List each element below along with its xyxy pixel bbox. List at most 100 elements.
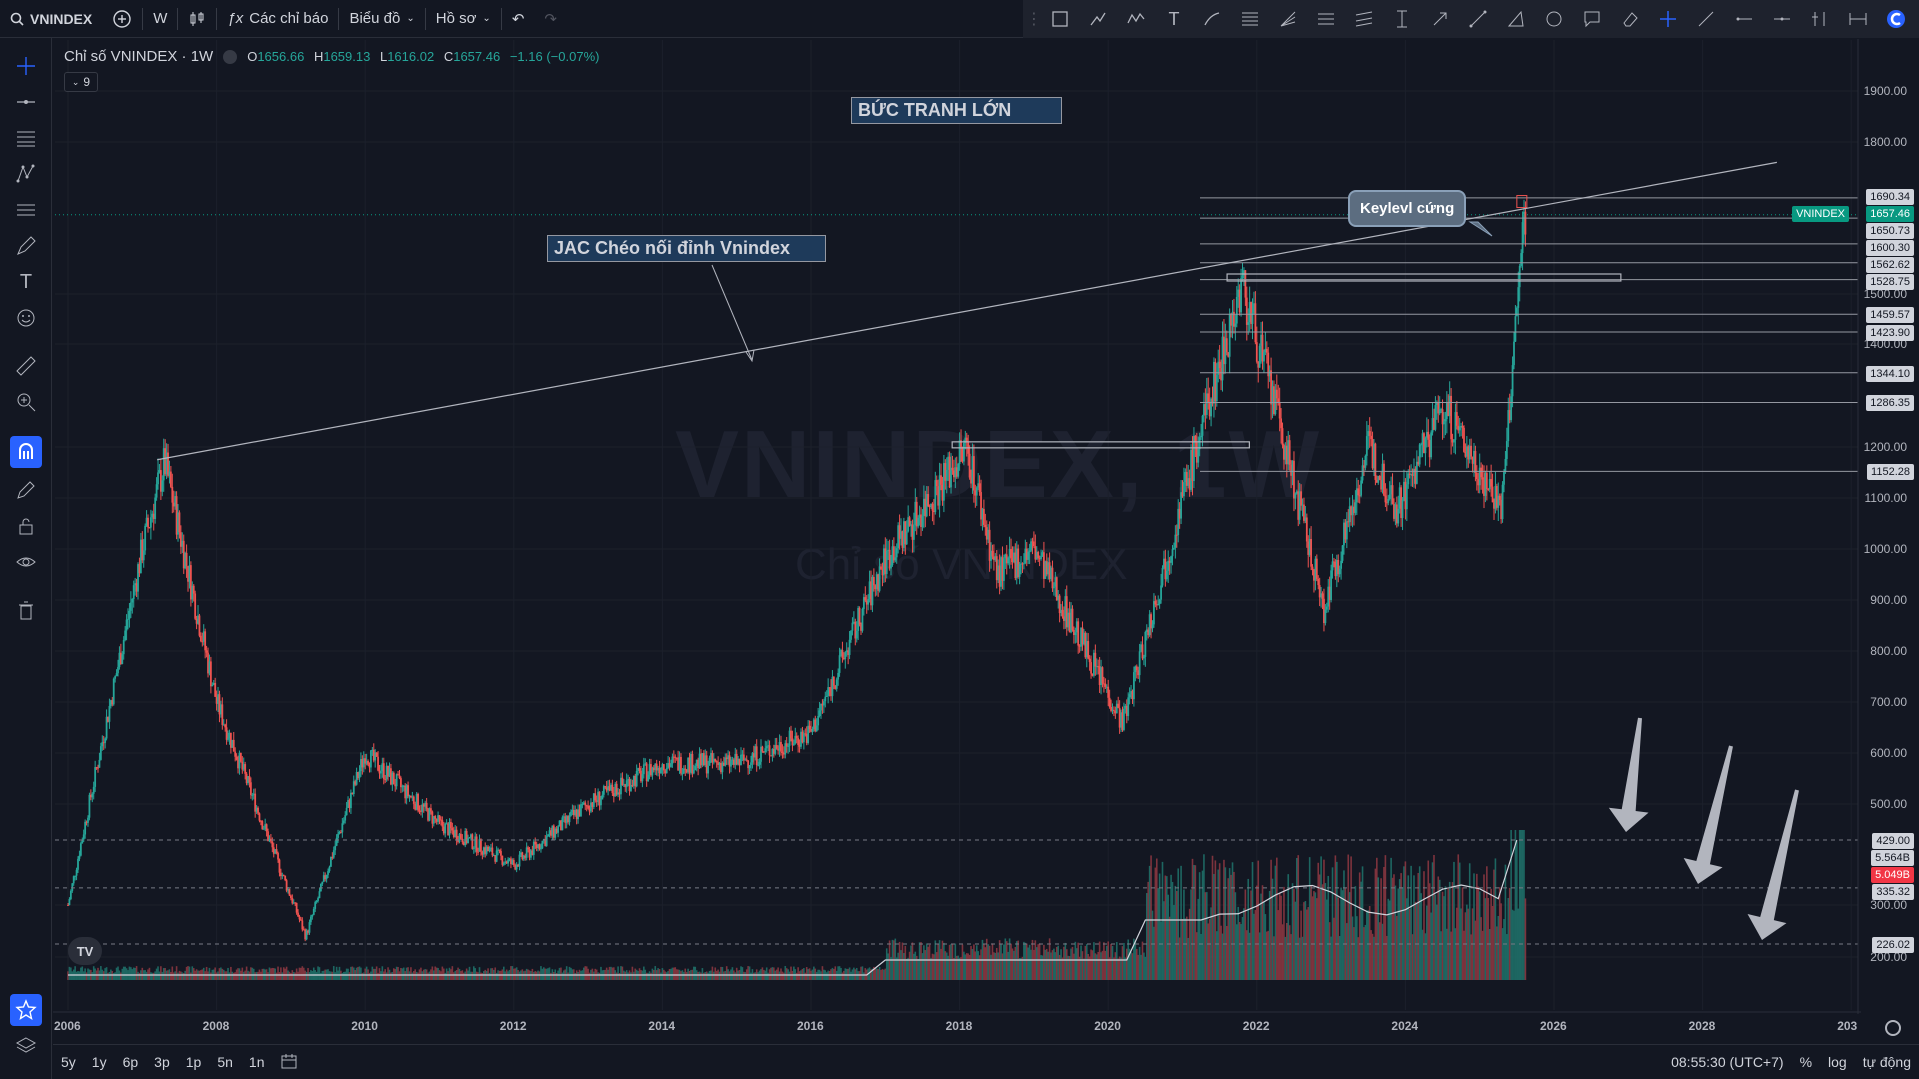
- candle-body: [851, 622, 854, 631]
- hide-drawings-tool[interactable]: [10, 546, 42, 578]
- volume-bar: [1331, 867, 1334, 980]
- range-button-1p[interactable]: 1p: [185, 1054, 202, 1070]
- candle-body: [1284, 445, 1287, 460]
- candle-body: [880, 566, 882, 570]
- price-tick: 300.00: [1870, 898, 1907, 912]
- interval-button[interactable]: W: [153, 10, 168, 27]
- range-button-5y[interactable]: 5y: [61, 1054, 76, 1070]
- callout-tool[interactable]: [1573, 0, 1611, 38]
- main-chart[interactable]: [53, 39, 1861, 1014]
- log-toggle[interactable]: log: [1828, 1054, 1847, 1070]
- date-range-tool[interactable]: [1383, 0, 1421, 38]
- auto-scale-toggle[interactable]: tự động: [1862, 1054, 1911, 1070]
- candle-body: [1140, 644, 1142, 652]
- text-tool[interactable]: T: [10, 266, 42, 298]
- candle-body: [785, 743, 788, 747]
- candle-body: [661, 764, 664, 770]
- candle-body: [541, 840, 544, 849]
- horizontal-line-tool[interactable]: [10, 86, 42, 118]
- drag-handle-icon[interactable]: ⋮: [1026, 11, 1042, 28]
- horizontal-ray-tool[interactable]: [1725, 0, 1763, 38]
- candle-body: [145, 517, 148, 526]
- path-tool[interactable]: [1079, 0, 1117, 38]
- chart-type-button[interactable]: [178, 0, 216, 38]
- undo-button[interactable]: ↶: [502, 0, 535, 38]
- clock-display[interactable]: 08:55:30 (UTC+7): [1671, 1054, 1784, 1070]
- stay-drawing-tool[interactable]: [10, 474, 42, 506]
- volume-bar: [1263, 902, 1265, 980]
- delete-tool[interactable]: [10, 594, 42, 626]
- indicators-button[interactable]: ƒx Các chỉ báo: [217, 0, 338, 38]
- candle-body: [1113, 709, 1115, 711]
- callout-keylevel[interactable]: Keylevl cứng: [1348, 190, 1467, 227]
- candle-body: [1105, 686, 1108, 688]
- fib-channel-tool[interactable]: [1307, 0, 1345, 38]
- high-value: 1659.13: [323, 49, 371, 64]
- candle-body: [640, 770, 642, 782]
- goto-date-button[interactable]: [272, 1052, 306, 1073]
- eraser-tool[interactable]: [1611, 0, 1649, 38]
- parallel-channel-tool[interactable]: [1345, 0, 1383, 38]
- price-range-tool[interactable]: [1801, 0, 1839, 38]
- arrow-tool[interactable]: [1421, 0, 1459, 38]
- zoom-tool[interactable]: [10, 386, 42, 418]
- ruler-tool[interactable]: [10, 350, 42, 382]
- volume-bar: [250, 967, 252, 980]
- range-button-1n[interactable]: 1n: [248, 1054, 265, 1070]
- rectangle-tool[interactable]: [1041, 0, 1079, 38]
- pattern-icon: [16, 164, 35, 183]
- horizontal-line-tool[interactable]: [1763, 0, 1801, 38]
- lock-tool[interactable]: [10, 510, 42, 542]
- range-button-3p[interactable]: 3p: [154, 1054, 170, 1070]
- percent-toggle[interactable]: %: [1799, 1054, 1813, 1070]
- crosshair-tool[interactable]: [1649, 0, 1687, 38]
- app-logo-icon[interactable]: [1877, 0, 1915, 38]
- fib-retracement-tool[interactable]: [1231, 0, 1269, 38]
- volume-bar: [1088, 956, 1091, 980]
- candle-body: [1074, 632, 1077, 635]
- volume-bar: [731, 967, 734, 980]
- candle-body: [871, 576, 874, 606]
- ray-tool[interactable]: [1687, 0, 1725, 38]
- indicators-collapse-button[interactable]: ⌄ 9: [64, 72, 98, 92]
- cursor-tool[interactable]: [10, 50, 42, 82]
- volume-bar: [471, 971, 474, 980]
- volume-bar: [290, 972, 292, 980]
- candle-body: [211, 684, 214, 687]
- settings-gear-icon[interactable]: [1885, 1020, 1901, 1036]
- watchlist-star-button[interactable]: [10, 994, 42, 1026]
- triangle-tool[interactable]: [1497, 0, 1535, 38]
- fib-tool[interactable]: [10, 122, 42, 154]
- range-button-6p[interactable]: 6p: [122, 1054, 139, 1070]
- range-button-1y[interactable]: 1y: [91, 1054, 107, 1070]
- symbol-search[interactable]: VNINDEX: [0, 0, 102, 38]
- brush-tool[interactable]: [10, 230, 42, 262]
- magnet-tool[interactable]: [10, 436, 42, 468]
- annotation-big-picture[interactable]: BỨC TRANH LỚN: [851, 97, 1062, 124]
- measure-tool[interactable]: [1839, 0, 1877, 38]
- legend-title[interactable]: Chỉ số VNINDEX · 1W: [64, 48, 214, 65]
- fib-fan-tool[interactable]: [1269, 0, 1307, 38]
- trendline-tool[interactable]: [1459, 0, 1497, 38]
- volume-bar: [1203, 854, 1205, 980]
- profile-menu-button[interactable]: Hồ sơ ⌄: [426, 0, 501, 38]
- forecast-tool[interactable]: [10, 194, 42, 226]
- polyline-tool[interactable]: [1117, 0, 1155, 38]
- range-button-5n[interactable]: 5n: [217, 1054, 233, 1070]
- volume-bar: [1081, 951, 1084, 980]
- emoji-tool[interactable]: [10, 302, 42, 334]
- redo-button[interactable]: ↷: [534, 0, 567, 38]
- candle-body: [258, 813, 261, 821]
- pattern-tool[interactable]: [10, 158, 42, 190]
- annotation-jac-line[interactable]: JAC Chéo nối đỉnh Vnindex: [547, 235, 826, 262]
- object-tree-button[interactable]: [10, 1030, 42, 1062]
- brush-tool[interactable]: [1193, 0, 1231, 38]
- candle-body: [385, 765, 388, 780]
- volume-bar: [105, 967, 108, 980]
- text-tool[interactable]: T: [1155, 0, 1193, 38]
- chart-menu-button[interactable]: Biểu đồ ⌄: [339, 0, 424, 38]
- circle-tool[interactable]: [1535, 0, 1573, 38]
- add-symbol-button[interactable]: [102, 0, 142, 38]
- tradingview-logo[interactable]: TV: [68, 937, 102, 965]
- candle-body: [1314, 558, 1317, 581]
